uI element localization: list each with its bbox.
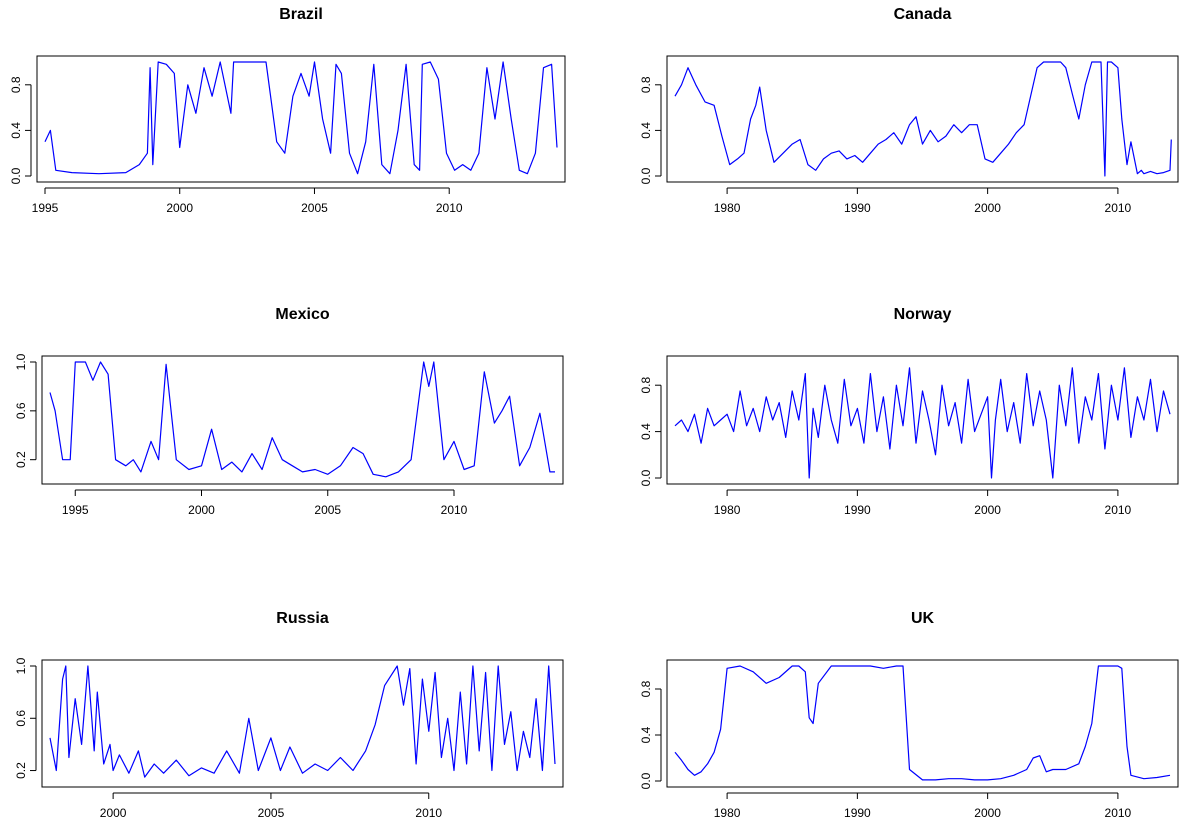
y-tick-label: 0.6 [14,402,28,419]
x-tick-label: 2010 [1105,503,1132,517]
y-tick-label: 1.0 [14,657,28,674]
panel-title: UK [911,610,935,627]
y-tick-label: 0.8 [639,377,653,394]
y-axis: 0.0 0.4 0.8 [639,377,662,486]
panel-title: Brazil [279,6,323,23]
y-tick-label: 0.4 [9,122,23,139]
panel-russia: Russia 2000 2005 2010 0.2 0.6 1.0 [14,610,564,820]
panel-title: Russia [276,610,329,627]
plot-frame [41,659,564,788]
x-tick-label: 2010 [441,503,468,517]
y-tick-label: 0.6 [14,710,28,727]
y-tick-label: 0.4 [639,423,653,440]
x-tick-label: 2010 [1105,806,1132,820]
panel-title: Mexico [275,306,329,323]
x-tick-label: 2000 [166,201,193,215]
series-line [49,665,556,778]
plot-frame [36,55,566,183]
x-tick-label: 2010 [436,201,463,215]
plot-frame [666,55,1179,183]
y-tick-label: 0.4 [639,122,653,139]
x-tick-label: 2000 [974,503,1001,517]
x-tick-label: 1980 [714,806,741,820]
x-tick-label: 2000 [188,503,215,517]
x-tick-label: 2000 [974,806,1001,820]
panel-canada: Canada 1980 1990 2000 2010 0.0 0.4 0.8 [639,6,1179,215]
x-tick-label: 2010 [415,806,442,820]
panel-title: Canada [894,6,952,23]
y-axis: 0.0 0.4 0.8 [639,680,662,789]
x-axis: 1980 1990 2000 2010 [714,489,1132,517]
x-tick-label: 1980 [714,503,741,517]
series-line [674,61,1172,177]
y-tick-label: 1.0 [14,353,28,370]
panel-brazil: Brazil 1995 2000 2005 2010 0.0 0.4 0.8 [9,6,566,215]
x-tick-label: 1980 [714,201,741,215]
series-line [49,361,555,478]
x-tick-label: 2005 [314,503,341,517]
y-tick-label: 0.2 [14,762,28,779]
panels: Brazil 1995 2000 2005 2010 0.0 0.4 0.8 Canada 198… [9,6,1179,820]
y-axis: 0.2 0.6 1.0 [14,657,37,779]
x-tick-label: 2005 [301,201,328,215]
series-line [44,61,558,175]
series-line [674,665,1171,781]
y-tick-label: 0.2 [14,451,28,468]
y-tick-label: 0.8 [639,76,653,93]
plot-frame [666,355,1179,485]
x-axis: 1980 1990 2000 2010 [714,187,1132,215]
y-axis: 0.0 0.4 0.8 [9,76,32,184]
y-tick-label: 0.8 [9,76,23,93]
x-tick-label: 1990 [844,503,871,517]
panel-uk: UK 1980 1990 2000 2010 0.0 0.4 0.8 [639,610,1179,820]
x-tick-label: 2000 [974,201,1001,215]
series-line [674,367,1171,479]
y-tick-label: 0.0 [639,469,653,486]
y-tick-label: 0.0 [639,772,653,789]
x-tick-label: 1995 [32,201,59,215]
y-axis: 0.2 0.6 1.0 [14,353,37,468]
x-tick-label: 2010 [1105,201,1132,215]
plot-frame [41,355,564,485]
panel-norway: Norway 1980 1990 2000 2010 0.0 0.4 0.8 [639,306,1179,517]
y-tick-label: 0.0 [639,167,653,184]
x-axis: 1980 1990 2000 2010 [714,792,1132,820]
x-axis: 1995 2000 2005 2010 [62,489,468,517]
x-tick-label: 2005 [258,806,285,820]
y-tick-label: 0.4 [639,726,653,743]
x-axis: 1995 2000 2005 2010 [32,187,463,215]
y-axis: 0.0 0.4 0.8 [639,76,662,184]
plot-frame [666,659,1179,788]
y-tick-label: 0.0 [9,167,23,184]
x-tick-label: 1990 [844,806,871,820]
x-tick-label: 2000 [100,806,127,820]
x-tick-label: 1995 [62,503,89,517]
x-axis: 2000 2005 2010 [100,792,442,820]
panel-title: Norway [894,306,952,323]
x-tick-label: 1990 [844,201,871,215]
y-tick-label: 0.8 [639,680,653,697]
panel-mexico: Mexico 1995 2000 2005 2010 0.2 0.6 1.0 [14,306,564,517]
